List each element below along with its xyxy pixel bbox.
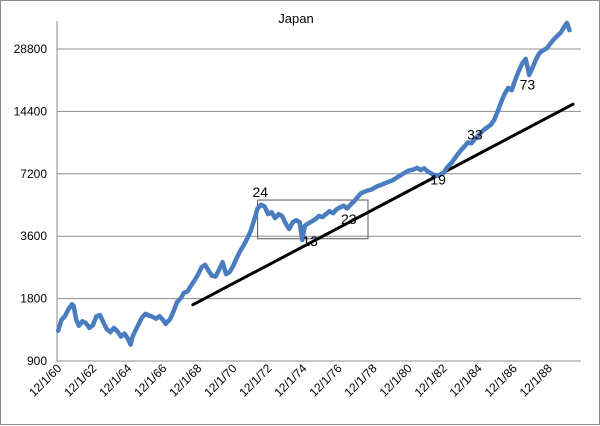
annotation-label: 13 (302, 233, 318, 249)
x-tick-label: 12/1/74 (271, 361, 309, 399)
chart-title: Japan (278, 11, 313, 26)
x-tick-label: 12/1/82 (412, 361, 450, 399)
annotation-label: 24 (252, 184, 268, 200)
annotations-layer: 24 13 23 19 33 73 (252, 76, 535, 249)
annotation-label: 23 (341, 211, 357, 227)
x-tick-label: 12/1/88 (517, 361, 555, 399)
y-tick-label: 14400 (14, 104, 48, 118)
x-tick-label: 12/1/72 (236, 361, 274, 399)
x-tick-label: 12/1/86 (482, 361, 520, 399)
y-tick-label: 28800 (14, 42, 48, 56)
annotation-label: 19 (430, 171, 446, 187)
x-tick-label: 12/1/76 (306, 361, 344, 399)
annotation-label: 33 (467, 126, 483, 142)
y-tick-label: 3600 (20, 229, 47, 243)
y-tick-label: 7200 (20, 167, 47, 181)
series-layer (55, 20, 572, 347)
x-tick-label: 12/1/78 (342, 361, 380, 399)
x-tick-label: 12/1/70 (201, 361, 239, 399)
series-line-0 (55, 20, 572, 347)
x-tick-label: 12/1/64 (96, 361, 134, 399)
x-tick-label: 12/1/66 (131, 361, 169, 399)
highlight-box (257, 199, 369, 240)
annotation-label: 73 (520, 76, 536, 92)
trendline-layer (191, 102, 575, 307)
x-tick-label: 12/1/84 (447, 361, 485, 399)
trend-line (191, 102, 575, 307)
x-tick-label: 12/1/80 (377, 361, 415, 399)
y-tick-label: 900 (27, 354, 47, 368)
y-tick-label: 1800 (20, 292, 47, 306)
x-tick-label: 12/1/68 (166, 361, 204, 399)
x-tick-label: 12/1/62 (61, 361, 99, 399)
gridlines: 900 1800 3600 7200 14400 28800 (14, 42, 581, 368)
axes: 12/1/6012/1/6212/1/6412/1/6612/1/6812/1/… (26, 21, 581, 399)
highlight-box-layer (257, 199, 369, 240)
